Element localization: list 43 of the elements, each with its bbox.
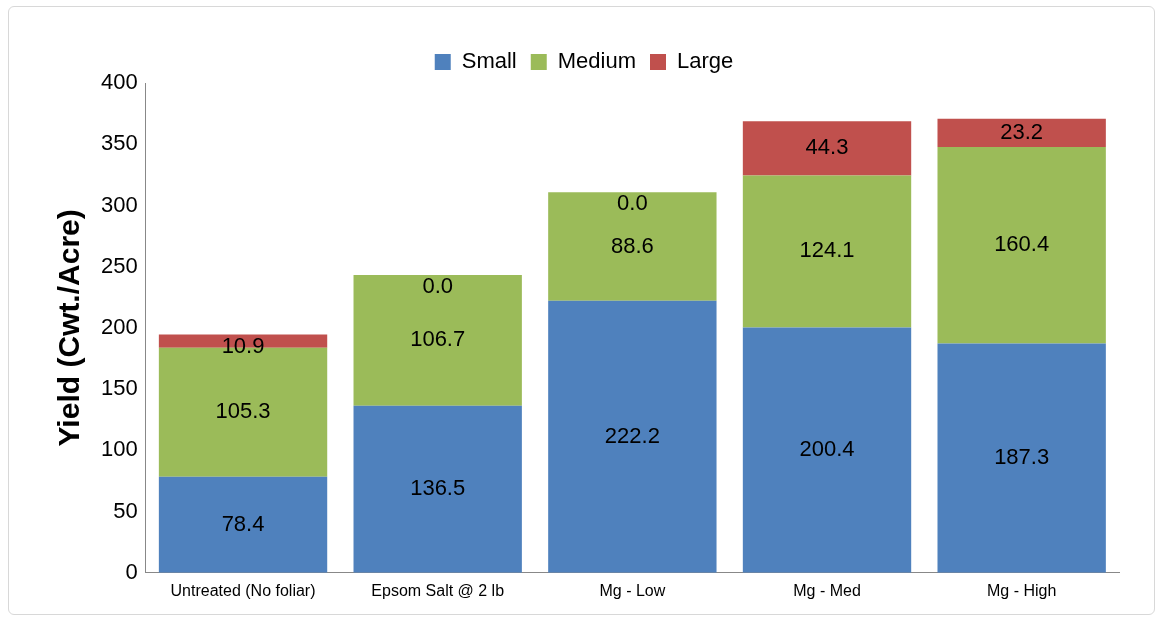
bar: [353, 405, 522, 573]
bar: [742, 121, 912, 176]
x-tick-label: Untreated (No foliar): [170, 581, 316, 599]
data-label: 160.4: [994, 231, 1050, 257]
x-tick-label: Mg - High: [986, 581, 1057, 599]
bar: [742, 175, 912, 328]
data-label: 105.3: [215, 398, 271, 424]
bar: [548, 192, 717, 301]
data-label: 222.2: [604, 422, 660, 448]
y-tick-label: 300: [100, 191, 138, 217]
data-label: 187.3: [994, 444, 1050, 470]
data-label: 124.1: [799, 237, 855, 263]
data-label: 200.4: [799, 436, 855, 462]
y-tick-label: 350: [100, 130, 138, 156]
y-axis-title: Yield (Cwt./Acre): [52, 209, 86, 447]
bar: [937, 147, 1106, 344]
data-label: 44.3: [805, 134, 849, 160]
data-label: 0.0: [422, 273, 453, 299]
data-label: 88.6: [610, 232, 654, 258]
data-label: 0.0: [617, 190, 648, 216]
legend-label: Small: [461, 48, 517, 74]
legend-label: Medium: [557, 48, 636, 74]
x-tick-label: Mg - Low: [599, 581, 666, 599]
bar: [548, 300, 717, 573]
data-label: 23.2: [1000, 118, 1044, 144]
y-tick-label: 250: [100, 252, 138, 278]
data-label: 136.5: [410, 475, 466, 501]
y-tick-label: 150: [100, 375, 138, 401]
y-tick-label: 200: [100, 313, 138, 339]
y-tick-label: 100: [100, 436, 138, 462]
bar: [937, 343, 1106, 573]
y-tick-label: 400: [100, 69, 138, 95]
y-tick-label: 50: [113, 497, 138, 523]
bar: [353, 275, 522, 406]
y-tick-label: 0: [125, 558, 138, 584]
bar: [158, 476, 328, 573]
data-label: 106.7: [410, 326, 466, 352]
bar: [742, 327, 912, 573]
legend-label: Large: [676, 48, 734, 74]
x-tick-label: Mg - Med: [793, 581, 861, 599]
data-label: 78.4: [221, 510, 265, 536]
bar: [937, 118, 1106, 148]
x-tick-label: Epsom Salt @ 2 lb: [371, 581, 505, 599]
